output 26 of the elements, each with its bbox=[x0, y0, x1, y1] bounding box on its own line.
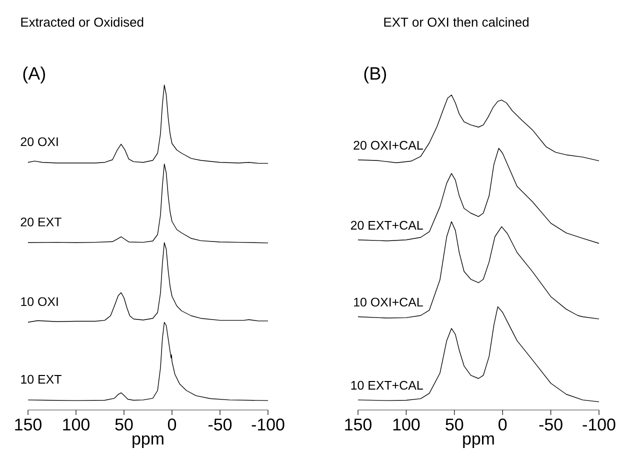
chart-title: EXT or OXI then calcined bbox=[384, 17, 528, 27]
x-tick-label: 150 bbox=[15, 418, 42, 431]
x-tick-label: 100 bbox=[393, 418, 420, 431]
x-tick-label: -100 bbox=[582, 418, 616, 431]
chart-subtitle: (B) bbox=[364, 66, 386, 84]
x-tick-label: -100 bbox=[252, 418, 284, 431]
series-label: 10 OXI+CAL bbox=[354, 298, 423, 307]
series-label: 10 OXI bbox=[21, 297, 58, 306]
x-axis-title: ppm bbox=[132, 435, 164, 448]
series-label: 10 EXT bbox=[21, 374, 62, 384]
series-label: 20 OXI+CAL bbox=[354, 140, 423, 150]
x-axis-title: ppm bbox=[463, 435, 494, 448]
x-tick-label: -50 bbox=[539, 418, 562, 431]
chart-subtitle: (A) bbox=[23, 66, 45, 84]
x-tick-label: 0 bbox=[168, 418, 176, 431]
x-tick-label: 50 bbox=[115, 418, 133, 431]
series-label: 20 EXT+CAL bbox=[350, 220, 423, 230]
chart-title: Extracted or Oxidised bbox=[21, 17, 144, 27]
x-tick-label: 0 bbox=[498, 418, 507, 431]
series-label: 20 OXI bbox=[20, 137, 58, 146]
x-tick-label: 50 bbox=[446, 418, 464, 431]
x-tick-label: -50 bbox=[208, 418, 232, 431]
series-label: 10 EXT+CAL bbox=[351, 380, 423, 390]
x-tick-label: 150 bbox=[345, 418, 372, 431]
series-label: 20 EXT bbox=[20, 218, 62, 226]
x-tick-label: 100 bbox=[63, 418, 90, 431]
